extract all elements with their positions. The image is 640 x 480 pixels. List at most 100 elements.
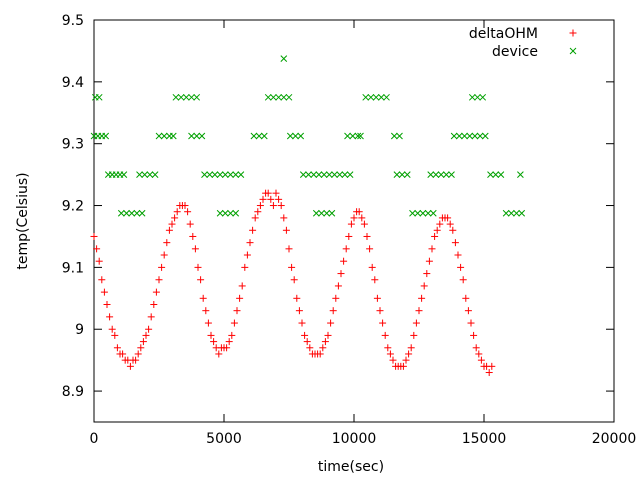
point-device bbox=[474, 93, 481, 101]
point-device bbox=[502, 209, 510, 217]
point-device bbox=[299, 171, 307, 178]
legend: deltaOHM device bbox=[469, 26, 577, 60]
point-deltaohm bbox=[158, 263, 166, 271]
point-device bbox=[468, 93, 476, 101]
point-device bbox=[432, 171, 440, 178]
point-device bbox=[372, 93, 380, 101]
y-tick-label: 9.4 bbox=[62, 75, 84, 91]
point-deltaohm bbox=[373, 294, 381, 302]
point-deltaohm bbox=[103, 300, 111, 308]
point-deltaohm bbox=[444, 214, 452, 222]
point-deltaohm bbox=[282, 226, 290, 234]
point-deltaohm bbox=[407, 344, 415, 352]
point-deltaohm bbox=[134, 350, 142, 358]
point-device bbox=[188, 132, 195, 140]
point-device bbox=[232, 171, 240, 178]
point-deltaohm bbox=[119, 350, 127, 358]
y-tick-label: 9.5 bbox=[62, 13, 84, 29]
point-deltaohm bbox=[165, 226, 173, 234]
point-deltaohm bbox=[327, 319, 335, 327]
point-deltaohm bbox=[376, 307, 384, 315]
point-device bbox=[377, 93, 385, 101]
point-device bbox=[146, 171, 154, 178]
legend-label: deltaOHM bbox=[469, 26, 538, 42]
point-device bbox=[357, 132, 364, 140]
point-deltaohm bbox=[329, 307, 337, 315]
point-deltaohm bbox=[236, 294, 244, 302]
point-device bbox=[429, 209, 437, 217]
point-device bbox=[331, 171, 338, 178]
point-device bbox=[354, 132, 362, 140]
point-device bbox=[479, 93, 487, 101]
point-device bbox=[270, 93, 277, 101]
point-deltaohm bbox=[301, 331, 309, 339]
point-device bbox=[305, 171, 312, 178]
point-device bbox=[320, 171, 328, 178]
point-deltaohm bbox=[228, 331, 236, 339]
point-device bbox=[280, 55, 288, 63]
point-deltaohm bbox=[366, 245, 374, 253]
point-device bbox=[297, 132, 305, 140]
point-deltaohm bbox=[186, 220, 194, 228]
point-deltaohm bbox=[449, 226, 457, 234]
point-deltaohm bbox=[264, 189, 272, 197]
point-device bbox=[120, 171, 128, 178]
point-device bbox=[476, 132, 484, 140]
point-device bbox=[227, 171, 234, 178]
point-deltaohm bbox=[446, 220, 454, 228]
point-device bbox=[237, 171, 245, 178]
point-deltaohm bbox=[399, 362, 407, 370]
point-device bbox=[188, 93, 195, 101]
point-deltaohm bbox=[108, 325, 116, 333]
point-device bbox=[492, 171, 500, 178]
point-deltaohm bbox=[345, 232, 353, 240]
point-deltaohm bbox=[95, 257, 103, 265]
point-device bbox=[95, 93, 103, 101]
point-device bbox=[172, 93, 180, 101]
point-deltaohm bbox=[412, 319, 420, 327]
point-deltaohm bbox=[470, 331, 478, 339]
point-deltaohm bbox=[454, 251, 462, 259]
point-deltaohm bbox=[150, 300, 158, 308]
y-tick-label: 9.1 bbox=[62, 260, 84, 276]
point-deltaohm bbox=[142, 331, 150, 339]
point-deltaohm bbox=[275, 195, 283, 203]
point-deltaohm bbox=[90, 232, 98, 240]
point-device bbox=[280, 93, 288, 101]
point-deltaohm bbox=[358, 214, 366, 222]
point-deltaohm bbox=[152, 288, 160, 296]
point-deltaohm bbox=[100, 288, 108, 296]
point-deltaohm bbox=[184, 208, 192, 216]
y-tick-label: 9.3 bbox=[62, 137, 84, 153]
point-device bbox=[102, 132, 110, 140]
legend-marker bbox=[569, 47, 577, 55]
point-device bbox=[227, 209, 234, 217]
point-device bbox=[310, 171, 318, 178]
point-device bbox=[169, 132, 177, 140]
point-deltaohm bbox=[243, 251, 251, 259]
point-deltaohm bbox=[321, 338, 329, 346]
point-deltaohm bbox=[368, 263, 376, 271]
point-deltaohm bbox=[137, 344, 145, 352]
point-deltaohm bbox=[202, 307, 210, 315]
point-device bbox=[396, 132, 403, 140]
point-device bbox=[177, 93, 185, 101]
point-deltaohm bbox=[249, 226, 257, 234]
point-device bbox=[517, 171, 524, 178]
point-deltaohm bbox=[332, 294, 340, 302]
y-tick-label: 8.9 bbox=[62, 384, 84, 400]
point-deltaohm bbox=[267, 195, 275, 203]
legend-label: device bbox=[492, 44, 538, 60]
point-deltaohm bbox=[298, 319, 306, 327]
point-deltaohm bbox=[181, 202, 189, 210]
point-deltaohm bbox=[384, 344, 392, 352]
point-device bbox=[450, 132, 458, 140]
point-deltaohm bbox=[111, 331, 119, 339]
point-deltaohm bbox=[132, 356, 140, 364]
point-deltaohm bbox=[241, 263, 249, 271]
point-deltaohm bbox=[418, 294, 426, 302]
point-device bbox=[285, 93, 293, 101]
point-deltaohm bbox=[210, 338, 218, 346]
point-deltaohm bbox=[436, 220, 444, 228]
